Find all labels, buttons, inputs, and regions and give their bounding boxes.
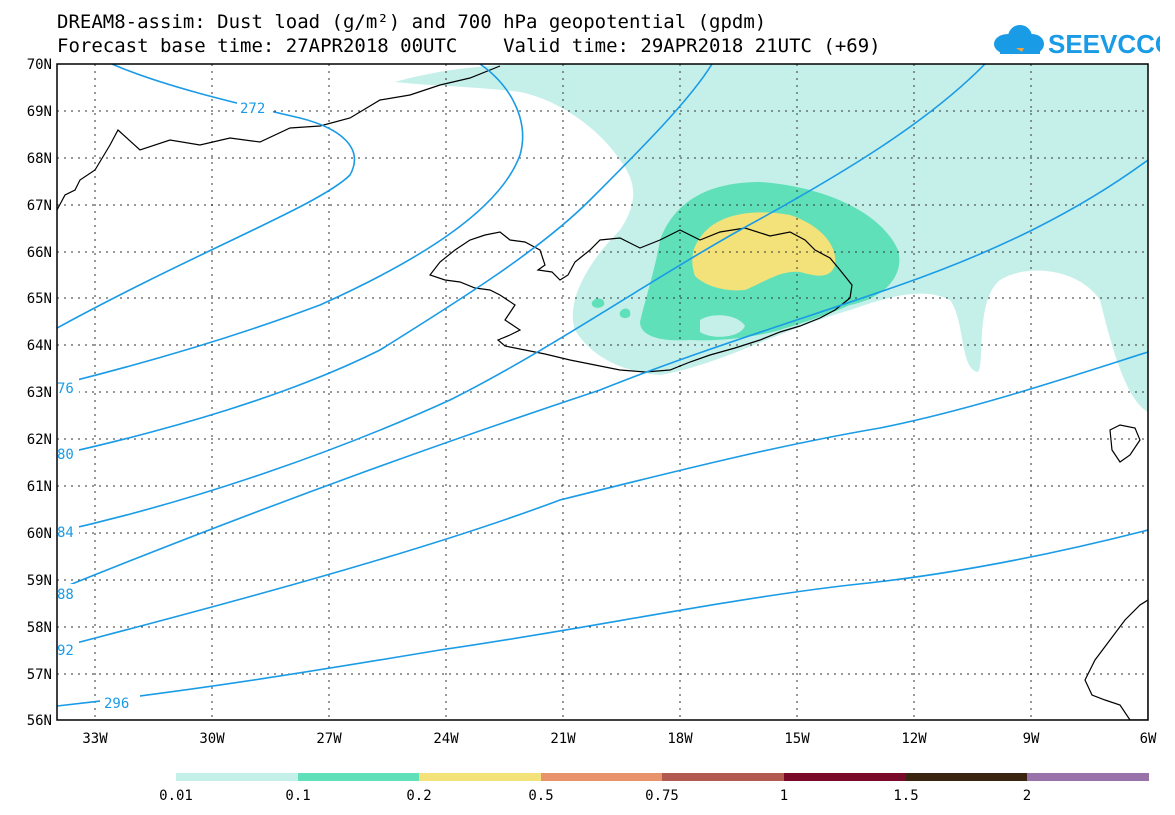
coastline-scotland bbox=[1084, 599, 1148, 720]
lon-label: 27W bbox=[316, 731, 342, 747]
seevccc-logo: SEEVCCC bbox=[994, 25, 1160, 59]
contour-label-284: 84 bbox=[57, 525, 74, 541]
lon-label: 24W bbox=[433, 731, 459, 747]
colorbar-label: 0.5 bbox=[528, 788, 553, 804]
colorbar-swatch-1 bbox=[784, 773, 906, 781]
lon-label: 12W bbox=[901, 731, 927, 747]
contour-284 bbox=[57, 64, 986, 533]
colorbar-label: 0.2 bbox=[406, 788, 431, 804]
contour-label-272: 272 bbox=[240, 101, 265, 117]
lon-label: 18W bbox=[667, 731, 693, 747]
lat-label: 56N bbox=[27, 713, 52, 729]
lat-label: 67N bbox=[27, 198, 52, 214]
colorbar-swatch-0.1 bbox=[298, 773, 419, 781]
coastline-greenland bbox=[57, 65, 501, 211]
contour-label-276: 76 bbox=[57, 381, 74, 397]
lat-label: 58N bbox=[27, 620, 52, 636]
colorbar-swatch-0.2 bbox=[419, 773, 541, 781]
longitude-labels: 33W 30W 27W 24W 21W 18W 15W 12W 9W 6W bbox=[82, 731, 1157, 747]
dust-clear-patch bbox=[700, 315, 745, 337]
map-title: DREAM8-assim: Dust load (g/m²) and 700 h… bbox=[57, 11, 767, 33]
lat-label: 64N bbox=[27, 338, 52, 354]
lon-label: 9W bbox=[1023, 731, 1040, 747]
dust-shade-0.1-small-2 bbox=[619, 308, 631, 319]
lat-label: 70N bbox=[27, 57, 52, 73]
cloud-icon bbox=[994, 25, 1044, 54]
lon-label: 30W bbox=[199, 731, 225, 747]
contour-292 bbox=[57, 351, 1148, 649]
colorbar-swatch-0.5 bbox=[541, 773, 662, 781]
contour-label-280: 80 bbox=[57, 447, 74, 463]
lat-label: 60N bbox=[27, 526, 52, 542]
coastline-iceland-west bbox=[429, 227, 853, 373]
coastline-faroe bbox=[1109, 424, 1141, 463]
lon-label: 15W bbox=[784, 731, 810, 747]
lon-label: 6W bbox=[1140, 731, 1157, 747]
lon-label: 21W bbox=[550, 731, 576, 747]
contour-labels: 272 76 80 84 88 92 296 bbox=[57, 98, 273, 712]
lat-label: 57N bbox=[27, 667, 52, 683]
contour-276-a bbox=[57, 64, 524, 386]
contour-296 bbox=[57, 529, 1148, 707]
coastlines bbox=[57, 65, 1148, 720]
colorbar: 0.01 0.1 0.2 0.5 0.75 1 1.5 2 bbox=[159, 773, 1149, 804]
contour-272 bbox=[57, 64, 356, 329]
lat-label: 61N bbox=[27, 479, 52, 495]
dust-shade-0.2 bbox=[692, 212, 836, 291]
colorbar-label: 0.75 bbox=[645, 788, 679, 804]
plot-area: 272 76 80 84 88 92 296 bbox=[57, 64, 1148, 720]
contour-label-292: 92 bbox=[57, 643, 74, 659]
contour-280 bbox=[57, 64, 713, 456]
latitude-labels: 70N 69N 68N 67N 66N 65N 64N 63N 62N 61N … bbox=[27, 57, 52, 729]
lat-label: 66N bbox=[27, 245, 52, 261]
colorbar-label: 2 bbox=[1023, 788, 1031, 804]
contour-label-288: 88 bbox=[57, 587, 74, 603]
colorbar-label: 1 bbox=[780, 788, 788, 804]
lat-label: 59N bbox=[27, 573, 52, 589]
contour-288 bbox=[57, 159, 1148, 591]
map-subtitle: Forecast base time: 27APR2018 00UTC Vali… bbox=[57, 35, 881, 57]
map-frame bbox=[56, 63, 1149, 721]
contour-label-296: 296 bbox=[104, 696, 129, 712]
lat-label: 68N bbox=[27, 151, 52, 167]
colorbar-label: 0.01 bbox=[159, 788, 193, 804]
colorbar-swatch-2 bbox=[1027, 773, 1149, 781]
lat-label: 69N bbox=[27, 104, 52, 120]
colorbar-label: 0.1 bbox=[285, 788, 310, 804]
colorbar-swatch-0.75 bbox=[662, 773, 784, 781]
lat-label: 65N bbox=[27, 291, 52, 307]
logo-wordmark: SEEVCCC bbox=[1048, 29, 1160, 59]
lon-label: 33W bbox=[82, 731, 108, 747]
lat-label: 63N bbox=[27, 385, 52, 401]
lat-label: 62N bbox=[27, 432, 52, 448]
colorbar-swatch-1.5 bbox=[906, 773, 1027, 781]
dust-shade-0.1-small bbox=[591, 298, 605, 308]
colorbar-label: 1.5 bbox=[893, 788, 918, 804]
colorbar-swatch-0.01 bbox=[176, 773, 298, 781]
geopotential-contours bbox=[57, 64, 1148, 707]
